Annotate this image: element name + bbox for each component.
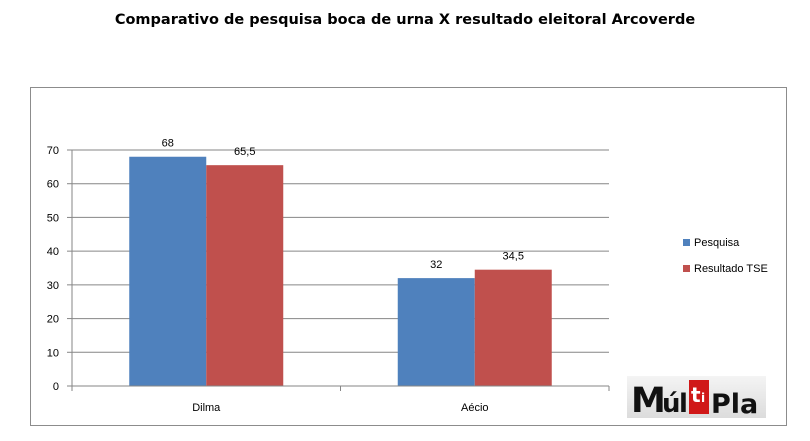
y-tick-label: 20 <box>47 314 59 326</box>
bar-aécio-1 <box>474 269 552 386</box>
legend-swatch-resultado-tse <box>683 265 690 272</box>
svg-text:M: M <box>631 381 666 418</box>
y-tick-label: 40 <box>47 246 59 258</box>
labels: 68 65,5 Dilma 32 34,5 Aécio <box>162 138 524 414</box>
y-tick-label: 0 <box>53 381 59 393</box>
legend: Pesquisa Resultado TSE <box>683 236 768 288</box>
chart-title: Comparativo de pesquisa boca de urna X r… <box>114 12 696 28</box>
y-tick-label: 30 <box>47 280 59 292</box>
y-tick-label: 50 <box>47 212 59 224</box>
svg-text:l: l <box>679 389 688 418</box>
x-tick-label: Aécio <box>461 402 489 414</box>
data-label: 68 <box>162 138 174 150</box>
axes: 0 10 20 30 40 50 60 70 <box>47 145 610 393</box>
bar-aécio-0 <box>397 278 475 386</box>
svg-text:t: t <box>691 383 701 407</box>
data-label: 65,5 <box>234 146 255 158</box>
svg-text:i: i <box>701 391 705 405</box>
svg-text:ú: ú <box>662 389 681 418</box>
multipla-logo: M ú l t i Pla <box>627 376 766 418</box>
legend-swatch-pesquisa <box>683 239 690 246</box>
bar-dilma-1 <box>206 165 284 386</box>
legend-item-resultado-tse: Resultado TSE <box>683 262 768 275</box>
y-tick-label: 10 <box>47 347 59 359</box>
bars <box>129 156 552 386</box>
legend-label-pesquisa: Pesquisa <box>694 236 740 249</box>
x-tick-label: Dilma <box>192 402 221 414</box>
y-tick-label: 70 <box>47 145 59 157</box>
svg-text:Pla: Pla <box>711 389 758 418</box>
y-tick-label: 60 <box>47 179 59 191</box>
legend-label-resultado-tse: Resultado TSE <box>694 262 768 275</box>
multipla-logo-mark: M ú l t i Pla <box>631 380 758 418</box>
data-label: 32 <box>430 259 442 271</box>
bar-dilma-0 <box>129 156 207 386</box>
data-label: 34,5 <box>503 251 524 263</box>
legend-item-pesquisa: Pesquisa <box>683 236 768 249</box>
